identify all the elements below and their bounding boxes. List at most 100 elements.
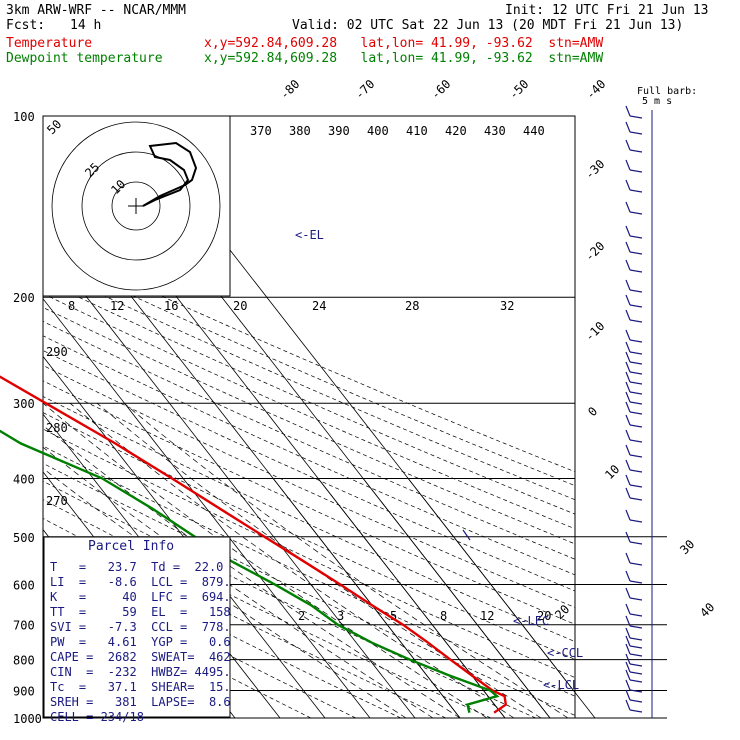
- wind-barb: [625, 570, 643, 584]
- wind-barb: [625, 661, 643, 675]
- dry-adiabat-line: [43, 380, 575, 625]
- mixing-ratio-label-20: 20: [537, 609, 551, 623]
- theta-label-370: 370: [250, 124, 272, 138]
- isotherm-label--80: -80: [277, 77, 302, 102]
- parcel-info-row: K = 40 LFC = 694.: [50, 590, 231, 604]
- theta-side-label-280: 280: [46, 421, 68, 435]
- legend-temperature-info: x,y=592.84,609.28 lat,lon= 41.99, -93.62…: [204, 36, 604, 51]
- isotherm-extension: [317, 478, 506, 719]
- isotherm-label--40: -40: [583, 77, 608, 102]
- parcel-info-row: LI = -8.6 LCL = 879.: [50, 575, 231, 589]
- valid-time: Valid: 02 UTC Sat 22 Jun 13 (20 MDT Fri …: [292, 18, 684, 33]
- windspeed-label-12: 12: [110, 299, 124, 313]
- wind-barb: [625, 401, 643, 415]
- windspeed-label-28: 28: [405, 299, 419, 313]
- isotherm-line: [43, 240, 416, 718]
- theta-label-420: 420: [445, 124, 467, 138]
- isotherm-label--10: -10: [582, 319, 607, 344]
- wind-barb: [625, 279, 643, 293]
- full-barb-unit: 5 m s: [642, 96, 672, 107]
- forecast-hour: 14 h: [70, 18, 102, 33]
- theta-label-430: 430: [484, 124, 506, 138]
- hodograph-ring: [51, 121, 221, 291]
- pressure-label-100: 100: [13, 110, 35, 124]
- wind-barb: [625, 414, 643, 428]
- wind-barb: [625, 391, 643, 405]
- parcel-info-box: [43, 536, 231, 718]
- wind-barb: [625, 309, 643, 323]
- pressure-label-600: 600: [13, 578, 35, 592]
- isotherm-line: [43, 355, 326, 718]
- temperature-profile: [0, 375, 508, 714]
- isotherm-label-10: 10: [602, 462, 622, 482]
- windspeed-label-16: 16: [164, 299, 178, 313]
- wind-barb: [625, 105, 643, 119]
- dry-adiabat-line: [43, 396, 575, 642]
- wind-barb: [625, 241, 643, 255]
- legend-temperature-name: Temperature: [6, 36, 93, 51]
- wind-barb: [625, 139, 643, 153]
- legend-dewpoint-name: Dewpoint temperature: [6, 51, 163, 66]
- wind-barb: [625, 329, 643, 343]
- theta-label-400: 400: [367, 124, 389, 138]
- wind-barb: [625, 351, 643, 365]
- windspeed-label-32: 32: [500, 299, 514, 313]
- wind-barb: [625, 444, 643, 458]
- isotherm-label-30: 30: [677, 537, 697, 557]
- pressure-label-300: 300: [13, 397, 35, 411]
- dry-adiabat-line: [43, 412, 575, 660]
- wind-barb: [625, 159, 643, 173]
- mixing-ratio-label-12: 12: [480, 609, 494, 623]
- isotherm-label-0: 0: [585, 404, 600, 419]
- wind-barb: [625, 552, 643, 566]
- wind-barb: [625, 509, 643, 523]
- isotherm-label--30: -30: [582, 157, 607, 182]
- pressure-label-900: 900: [13, 684, 35, 698]
- dry-adiabat-line: [43, 365, 575, 608]
- forecast-label: Fcst:: [6, 18, 46, 33]
- parcel-info-row: CIN = -232 HWBZ= 4495.: [50, 665, 231, 679]
- dry-adiabat-line: [43, 499, 491, 718]
- dry-adiabat-line: [43, 518, 446, 718]
- theta-side-label-270: 270: [46, 494, 68, 508]
- pressure-label-1000: 1000: [13, 712, 42, 726]
- init-time: Init: 12 UTC Fri 21 Jun 13: [505, 3, 709, 18]
- theta-label-390: 390: [328, 124, 350, 138]
- wind-barb: [625, 635, 643, 649]
- wind-barb: [625, 371, 643, 385]
- wind-barb: [625, 587, 643, 601]
- hodograph-trace: [142, 141, 198, 207]
- hodograph-ring: [111, 181, 161, 231]
- model-title: 3km ARW-WRF -- NCAR/MMM: [6, 3, 187, 18]
- mixing-ratio-label-8: 8: [440, 609, 447, 623]
- windspeed-label-8: 8: [68, 299, 75, 313]
- isotherm-extension: [362, 478, 551, 719]
- isotherm-label--70: -70: [352, 77, 377, 102]
- theta-label-380: 380: [289, 124, 311, 138]
- isotherm-label--20: -20: [582, 239, 607, 264]
- parcel-info-row: Tc = 37.1 SHEAR= 15.: [50, 680, 231, 694]
- wind-barb: [625, 643, 643, 657]
- parcel-info-row: TT = 59 EL = 158: [50, 605, 231, 619]
- dry-adiabat-line: [43, 428, 575, 678]
- legend-dewpoint-info: x,y=592.84,609.28 lat,lon= 41.99, -93.62…: [204, 51, 604, 66]
- wind-barb: [625, 487, 643, 501]
- pressure-label-500: 500: [13, 531, 35, 545]
- dry-adiabat-line: [43, 335, 575, 576]
- wind-barb: [625, 341, 643, 355]
- mixing-ratio-label-5: 5: [390, 609, 397, 623]
- windspeed-label-20: 20: [233, 299, 247, 313]
- wind-barb: [625, 603, 643, 617]
- wind-mark: [462, 529, 471, 541]
- wind-barb: [625, 653, 643, 667]
- wind-barb: [625, 531, 643, 545]
- wind-barb: [625, 474, 643, 488]
- parcel-info-row: PW = 4.61 YGP = 0.6: [50, 635, 231, 649]
- wind-barb: [625, 294, 643, 308]
- isotherm-label--50: -50: [506, 77, 531, 102]
- wind-barb: [625, 689, 643, 703]
- pressure-label-800: 800: [13, 654, 35, 668]
- wind-barb: [625, 679, 643, 693]
- parcel-info-row: T = 23.7 Td = 22.0: [50, 560, 224, 574]
